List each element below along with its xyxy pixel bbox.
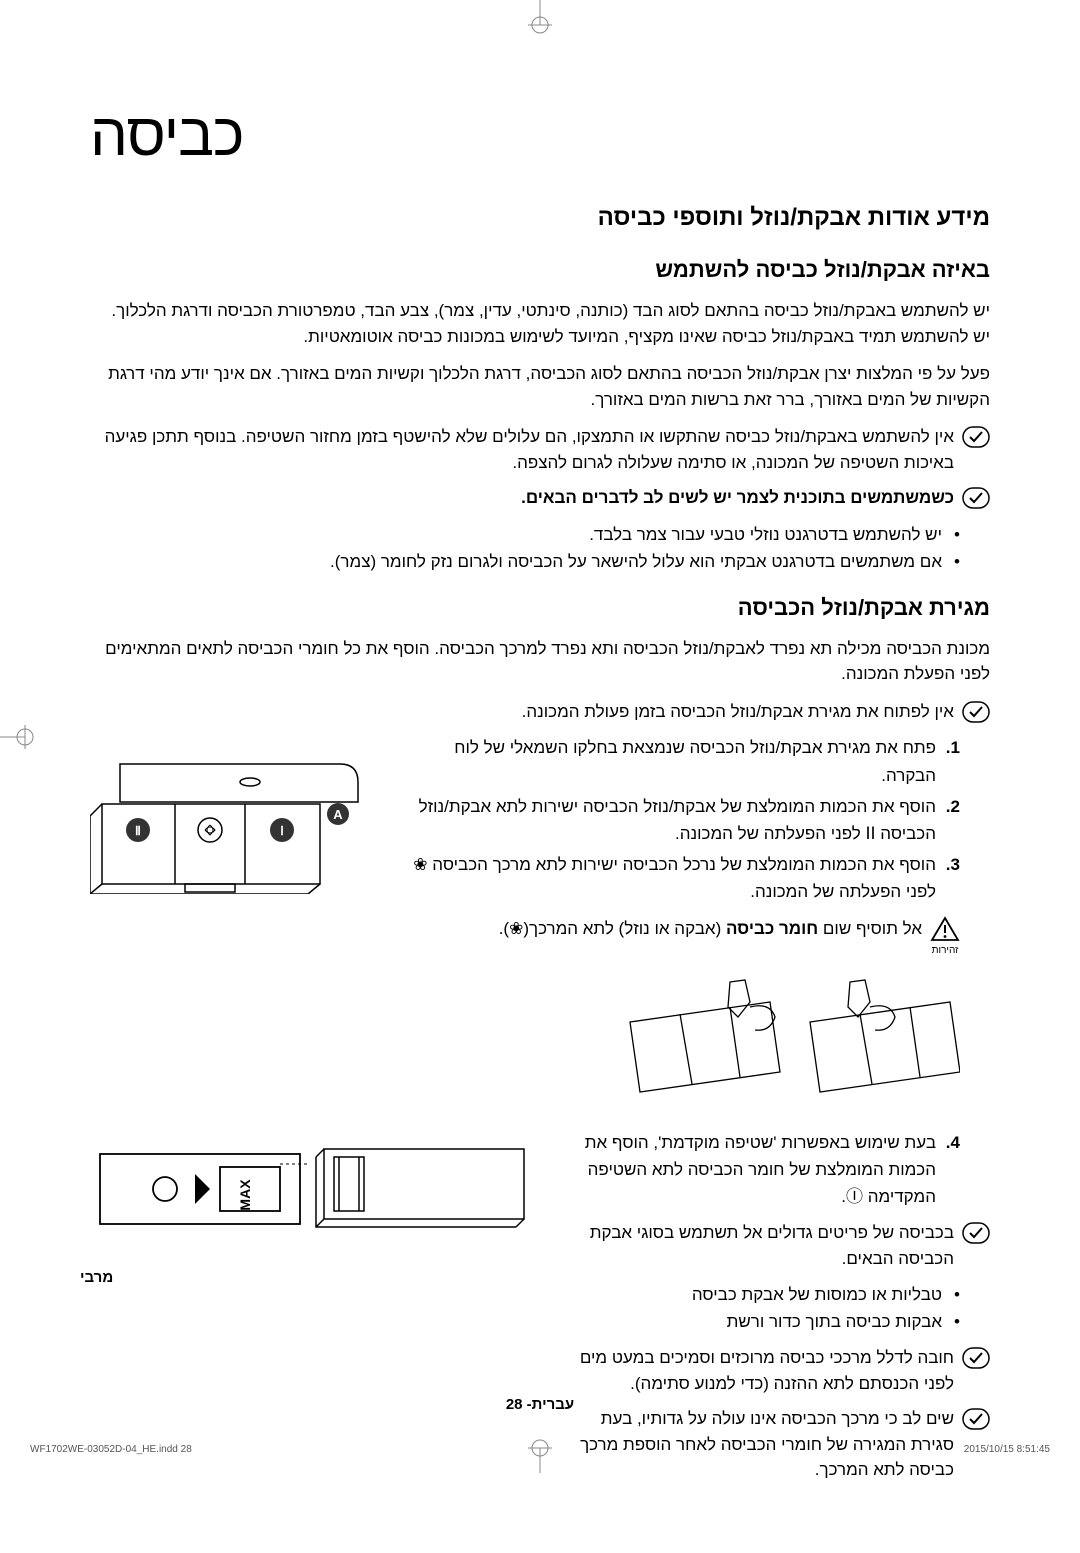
note-icon [962, 701, 990, 723]
page-footer: עברית- 28 [0, 1396, 1080, 1413]
print-mark-file: WF1702WE-03052D-04_HE.indd 28 [30, 1444, 192, 1455]
svg-text:Ⅰ: Ⅰ [280, 824, 284, 838]
subheading-drawer: מגירת אבקת/נוזל הכביסה [90, 595, 990, 621]
subheading-which-detergent: באיזה אבקת/נוזל כביסה להשתמש [90, 257, 990, 283]
wool-bullets: יש להשתמש בדטרגנט נוזלי טבעי עבור צמר בל… [90, 521, 990, 575]
pouring-diagram [620, 972, 960, 1112]
note-text: שים לב כי מרכך הכביסה אינו עולה על גדותי… [554, 1406, 954, 1483]
prewash-compartment-diagram [314, 1139, 534, 1239]
section-heading: מידע אודות אבקת/נוזל ותוספי כביסה [90, 204, 990, 232]
note-text: אין לפתוח את מגירת אבקת/נוזל הכביסה בזמן… [90, 699, 954, 725]
note-icon [962, 487, 990, 509]
svg-text:MAX: MAX [237, 1178, 253, 1210]
numbered-steps: 1.פתח את מגירת אבקת/נוזל הכביסה שנמצאת ב… [400, 734, 990, 905]
print-mark-date: 2015/10/15 8:51:45 [964, 1444, 1050, 1455]
caution-label: זהירות [930, 945, 960, 956]
crop-mark-top [520, 0, 560, 40]
note-icon [962, 426, 990, 448]
list-item: אם משתמשים בדטרגנט אבקתי הוא עלול להישאר… [90, 548, 960, 575]
crop-mark-bottom [520, 1433, 560, 1473]
note-text: אין להשתמש באבקת/נוזל כביסה שהתקשו או הת… [90, 424, 954, 475]
large-item-bullets: טבליות או כמוסות של אבקת כביסה אבקות כבי… [554, 1281, 990, 1335]
page-title: כביסה [90, 100, 990, 169]
caution-text: אל תוסיף שום חומר כביסה (אבקה או נוזל) ל… [400, 916, 922, 942]
note-icon [962, 1347, 990, 1369]
list-item: 1.פתח את מגירת אבקת/נוזל הכביסה שנמצאת ב… [400, 734, 960, 788]
svg-text:Ⅱ: Ⅱ [135, 824, 141, 838]
note-text-bold: כשמשתמשים בתוכנית לצמר יש לשים לב לדברים… [90, 485, 954, 511]
crop-mark-left [0, 717, 40, 757]
paragraph: פעל על פי המלצות יצרן אבקת/נוזל הכביסה ב… [90, 361, 990, 412]
list-item: 4.בעת שימוש באפשרות 'שטיפה מוקדמת', הוסף… [554, 1129, 960, 1211]
list-item: יש להשתמש בדטרגנט נוזלי טבעי עבור צמר בל… [90, 521, 960, 548]
note-text: חובה לדלל מרככי כביסה מרוכזים וסמיכים במ… [554, 1345, 954, 1396]
list-item: 2.הוסף את הכמות המומלצת של אבקת/נוזל הכב… [400, 793, 960, 847]
list-item: טבליות או כמוסות של אבקת כביסה [554, 1281, 960, 1308]
max-label: מרבי [80, 1269, 113, 1286]
list-item: 3.הוסף את הכמות המומלצת של נרכל הכביסה י… [400, 851, 960, 905]
list-item: אבקות כביסה בתוך כדור ורשת [554, 1308, 960, 1335]
note-icon [962, 1222, 990, 1244]
max-fill-diagram: MAX [90, 1139, 310, 1239]
warning-icon: זהירות [930, 916, 960, 956]
detergent-drawer-diagram: A Ⅱ Ⅰ [90, 734, 380, 894]
numbered-steps-cont: 4.בעת שימוש באפשרות 'שטיפה מוקדמת', הוסף… [554, 1129, 990, 1211]
note-text: בכביסה של פריטים גדולים אל תשתמש בסוגי א… [554, 1220, 954, 1271]
paragraph: יש להשתמש באבקת/נוזל כביסה בהתאם לסוג הב… [90, 298, 990, 349]
paragraph: מכונת הכביסה מכילה תא נפרד לאבקת/נוזל הכ… [90, 636, 990, 687]
svg-text:A: A [333, 807, 343, 822]
